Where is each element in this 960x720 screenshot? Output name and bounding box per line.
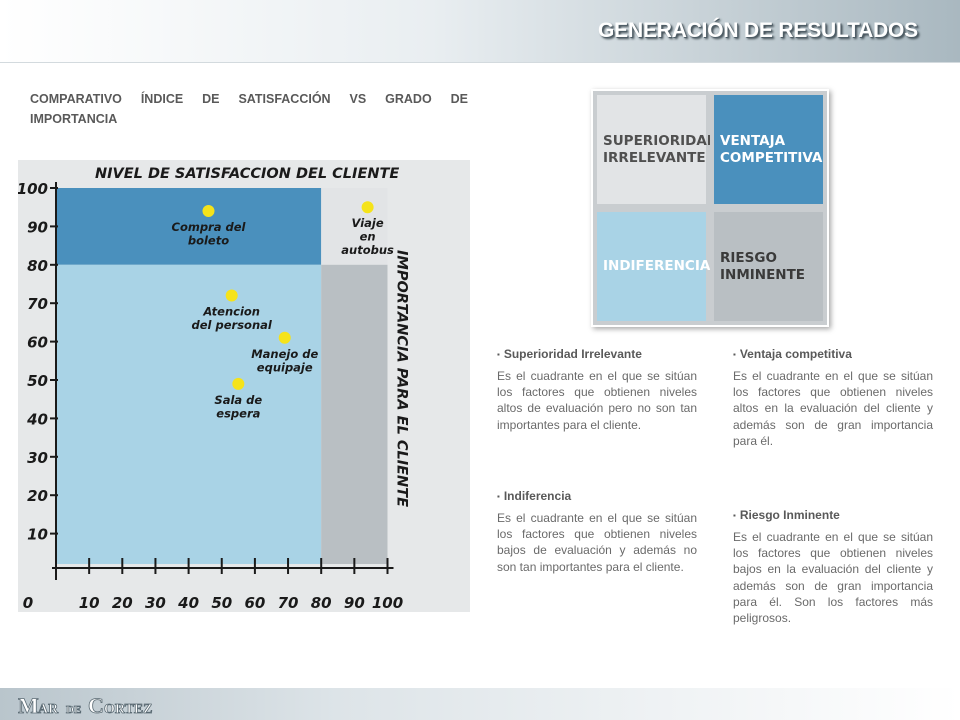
data-point-label: boleto — [188, 234, 229, 248]
data-point — [232, 377, 245, 390]
region-top-right — [321, 188, 388, 265]
data-point-label: en — [360, 230, 376, 244]
data-point-label: del personal — [192, 318, 273, 332]
region-bottom-left — [56, 264, 322, 564]
quadrant-label: INDIFERENCIA — [603, 258, 711, 274]
data-point — [361, 201, 374, 214]
quadrant-label: VENTAJA COMPETITIVA — [720, 132, 823, 166]
y-tick-label: 70 — [27, 295, 48, 313]
block-title-text: Ventaja competitiva — [739, 347, 852, 361]
bullet-icon: ▪ — [497, 491, 500, 501]
quadrant-indiferencia: INDIFERENCIA — [593, 208, 710, 325]
data-point-label: Viaje — [352, 216, 384, 230]
data-point-label: Atencion — [202, 305, 260, 319]
quadrant-superioridad-irrelevante: SUPERIORIDAD IRRELEVANTE — [593, 91, 718, 208]
slide-title: GENERACIÓN DE RESULTADOS — [598, 19, 918, 42]
svg-text:AR: AR — [38, 702, 59, 717]
y-tick-label: 80 — [27, 257, 48, 275]
data-point-label: autobus — [341, 243, 394, 257]
mar-de-cortez-logo: M AR DE C ORTEZ — [18, 694, 153, 718]
block-indiferencia: ▪ Indiferencia Es el cuadrante en el que … — [497, 488, 697, 575]
header-bar: GENERACIÓN DE RESULTADOS — [0, 0, 960, 63]
svg-text:ORTEZ: ORTEZ — [104, 702, 153, 717]
region-top-left — [56, 188, 322, 265]
block-riesgo: ▪ Riesgo Inminente Es el cuadrante en el … — [733, 507, 933, 627]
block-ventaja: ▪ Ventaja competitiva Es el cuadrante en … — [733, 346, 933, 449]
block-title-text: Superioridad Irrelevante — [503, 347, 642, 361]
x-tick-label: 100 — [372, 594, 403, 612]
y-tick-label: 30 — [27, 449, 48, 467]
data-point-label: Compra del — [172, 220, 247, 234]
bullet-icon: ▪ — [497, 349, 500, 359]
block-title: ▪ Ventaja competitiva — [733, 346, 933, 363]
block-body: Es el cuadrante en el que se sitúan los … — [497, 368, 697, 432]
block-body: Es el cuadrante en el que se sitúan los … — [497, 510, 697, 574]
data-point — [278, 331, 291, 344]
bullet-icon: ▪ — [733, 349, 736, 359]
x-tick-label: 0 — [23, 594, 33, 612]
y-tick-label: 20 — [27, 487, 48, 505]
y-tick-label: 90 — [27, 218, 48, 236]
x-tick-label: 50 — [211, 594, 232, 612]
y-tick-label: 40 — [26, 410, 48, 428]
x-tick-label: 60 — [244, 594, 265, 612]
svg-text:DE: DE — [66, 704, 81, 716]
data-point-label: Manejo de — [251, 347, 318, 361]
x-tick-label: 20 — [112, 594, 133, 612]
data-point — [225, 289, 238, 302]
block-title: ▪ Riesgo Inminente — [733, 507, 933, 524]
block-title: ▪ Indiferencia — [497, 488, 697, 505]
data-point-label: Sala de — [214, 393, 262, 407]
x-tick-label: 40 — [177, 594, 199, 612]
data-point-label: espera — [216, 406, 260, 420]
quadrant-label: SUPERIORIDAD IRRELEVANTE — [603, 132, 718, 166]
quadrant-label: RIESGO INMINENTE — [720, 249, 806, 283]
svg-text:C: C — [88, 694, 104, 718]
x-tick-label: 90 — [344, 594, 365, 612]
chart-title: NIVEL DE SATISFACCION DEL CLIENTE — [95, 166, 399, 182]
block-superioridad: ▪ Superioridad Irrelevante Es el cuadrant… — [497, 346, 697, 433]
block-title-text: Riesgo Inminente — [739, 508, 840, 522]
chart-subtitle-line2: IMPORTANCIA — [30, 112, 118, 126]
y-tick-label: 10 — [27, 526, 48, 544]
x-tick-label: 80 — [311, 594, 332, 612]
quadrant-riesgo-inminente: RIESGO INMINENTE — [710, 208, 827, 325]
y-tick-label: 100 — [18, 180, 48, 198]
block-body: Es el cuadrante en el que se sitúan los … — [733, 529, 933, 626]
y-tick-label: 50 — [27, 372, 48, 390]
block-title: ▪ Superioridad Irrelevante — [497, 346, 697, 363]
data-point-label: equipaje — [257, 360, 313, 374]
data-point — [202, 205, 215, 218]
chart-subtitle: COMPARATIVO ÍNDICE DE SATISFACCIÓN VS GR… — [30, 92, 468, 106]
footer-bar — [0, 688, 960, 720]
x-tick-label: 10 — [79, 594, 100, 612]
block-title-text: Indiferencia — [503, 489, 572, 503]
y-axis-title: IMPORTANCIA PARA EL CLIENTE — [394, 250, 410, 507]
x-tick-label: 70 — [278, 594, 299, 612]
y-tick-label: 60 — [27, 334, 48, 352]
block-body: Es el cuadrante en el que se sitúan los … — [733, 368, 933, 449]
region-bottom-right — [321, 264, 388, 564]
quadrant-ventaja-competitiva: VENTAJA COMPETITIVA — [710, 91, 827, 208]
bullet-icon: ▪ — [733, 510, 736, 520]
svg-text:M: M — [18, 694, 39, 718]
x-tick-label: 30 — [145, 594, 166, 612]
